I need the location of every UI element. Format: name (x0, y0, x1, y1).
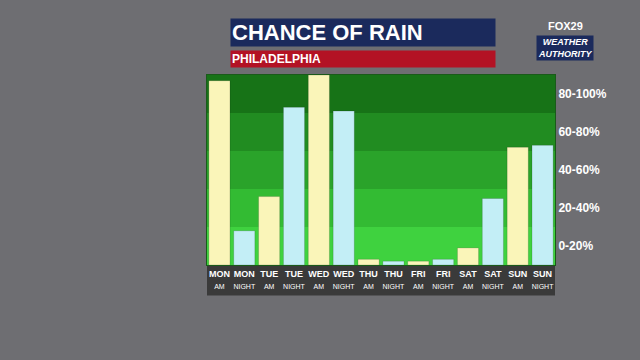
svg-text:FRINIGHT: FRINIGHT (432, 269, 455, 290)
svg-text:CHANCE OF RAIN: CHANCE OF RAIN (232, 20, 423, 45)
svg-text:WEDNIGHT: WEDNIGHT (333, 269, 356, 290)
svg-text:WEDAM: WEDAM (308, 269, 329, 290)
svg-text:WEATHERAUTHORITY: WEATHERAUTHORITY (538, 37, 592, 59)
svg-text:MONAM: MONAM (209, 269, 230, 290)
svg-text:FRIAM: FRIAM (411, 269, 426, 290)
svg-text:FOX29: FOX29 (548, 20, 583, 32)
svg-text:THUNIGHT: THUNIGHT (383, 269, 406, 290)
svg-text:SUNNIGHT: SUNNIGHT (532, 269, 555, 290)
svg-text:THUAM: THUAM (359, 269, 378, 290)
svg-text:40-60%: 40-60% (558, 163, 600, 177)
svg-text:MONNIGHT: MONNIGHT (233, 269, 256, 290)
svg-text:SATAM: SATAM (459, 269, 477, 290)
svg-text:SUNAM: SUNAM (508, 269, 527, 290)
svg-text:PHILADELPHIA: PHILADELPHIA (232, 52, 321, 66)
svg-text:60-80%: 60-80% (558, 125, 600, 139)
svg-text:TUEAM: TUEAM (260, 269, 278, 290)
svg-text:20-40%: 20-40% (558, 201, 600, 215)
svg-text:TUENIGHT: TUENIGHT (283, 269, 306, 290)
svg-text:80-100%: 80-100% (558, 87, 606, 101)
svg-text:0-20%: 0-20% (558, 239, 593, 253)
svg-text:SATNIGHT: SATNIGHT (482, 269, 505, 290)
